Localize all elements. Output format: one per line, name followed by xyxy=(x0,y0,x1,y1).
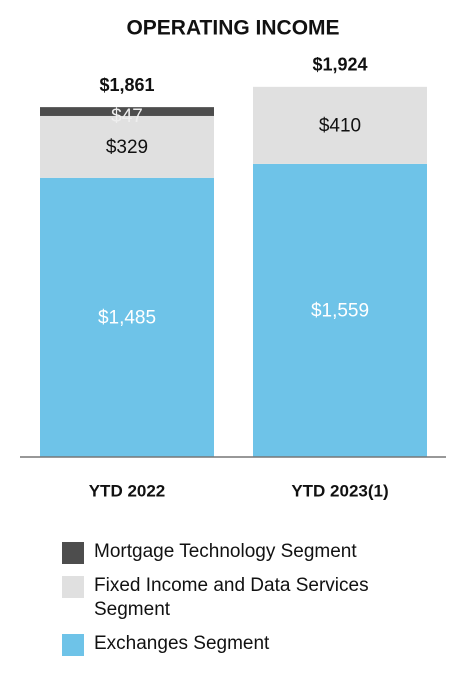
value-label: $410 xyxy=(319,115,361,136)
bar-segment xyxy=(40,177,214,457)
x-tick-label: YTD 2022 xyxy=(89,481,166,500)
value-label: $329 xyxy=(106,137,148,158)
bar-segment xyxy=(253,86,427,164)
legend-swatch xyxy=(62,576,84,598)
legend-label: Mortgage Technology Segment xyxy=(94,541,357,562)
legend: Mortgage Technology Segment Fixed Income … xyxy=(62,540,422,666)
legend-label: Exchanges Segment xyxy=(94,633,270,654)
chart: OPERATING INCOME $1,485 $329 $47 $1,861 YTD … xyxy=(20,17,446,500)
total-label: $1,861 xyxy=(99,75,154,95)
total-label: $1,924 xyxy=(312,55,367,75)
bar-segment xyxy=(40,107,214,116)
bar-segment xyxy=(253,163,427,457)
bar-segment xyxy=(40,115,214,178)
value-label: $1,559 xyxy=(311,300,369,321)
value-label: $1,485 xyxy=(98,307,156,328)
legend-item: Mortgage Technology Segment xyxy=(62,540,404,564)
legend-item: Fixed Income and Data Services Segment xyxy=(62,574,404,622)
legend-label: Fixed Income and Data Services Segment xyxy=(94,575,369,620)
legend-swatch xyxy=(62,634,84,656)
value-label: $47 xyxy=(111,106,143,127)
x-tick-label: YTD 2023(1) xyxy=(291,481,388,500)
chart-title: OPERATING INCOME xyxy=(126,17,339,40)
legend-item: Exchanges Segment xyxy=(62,632,404,656)
legend-swatch xyxy=(62,542,84,564)
